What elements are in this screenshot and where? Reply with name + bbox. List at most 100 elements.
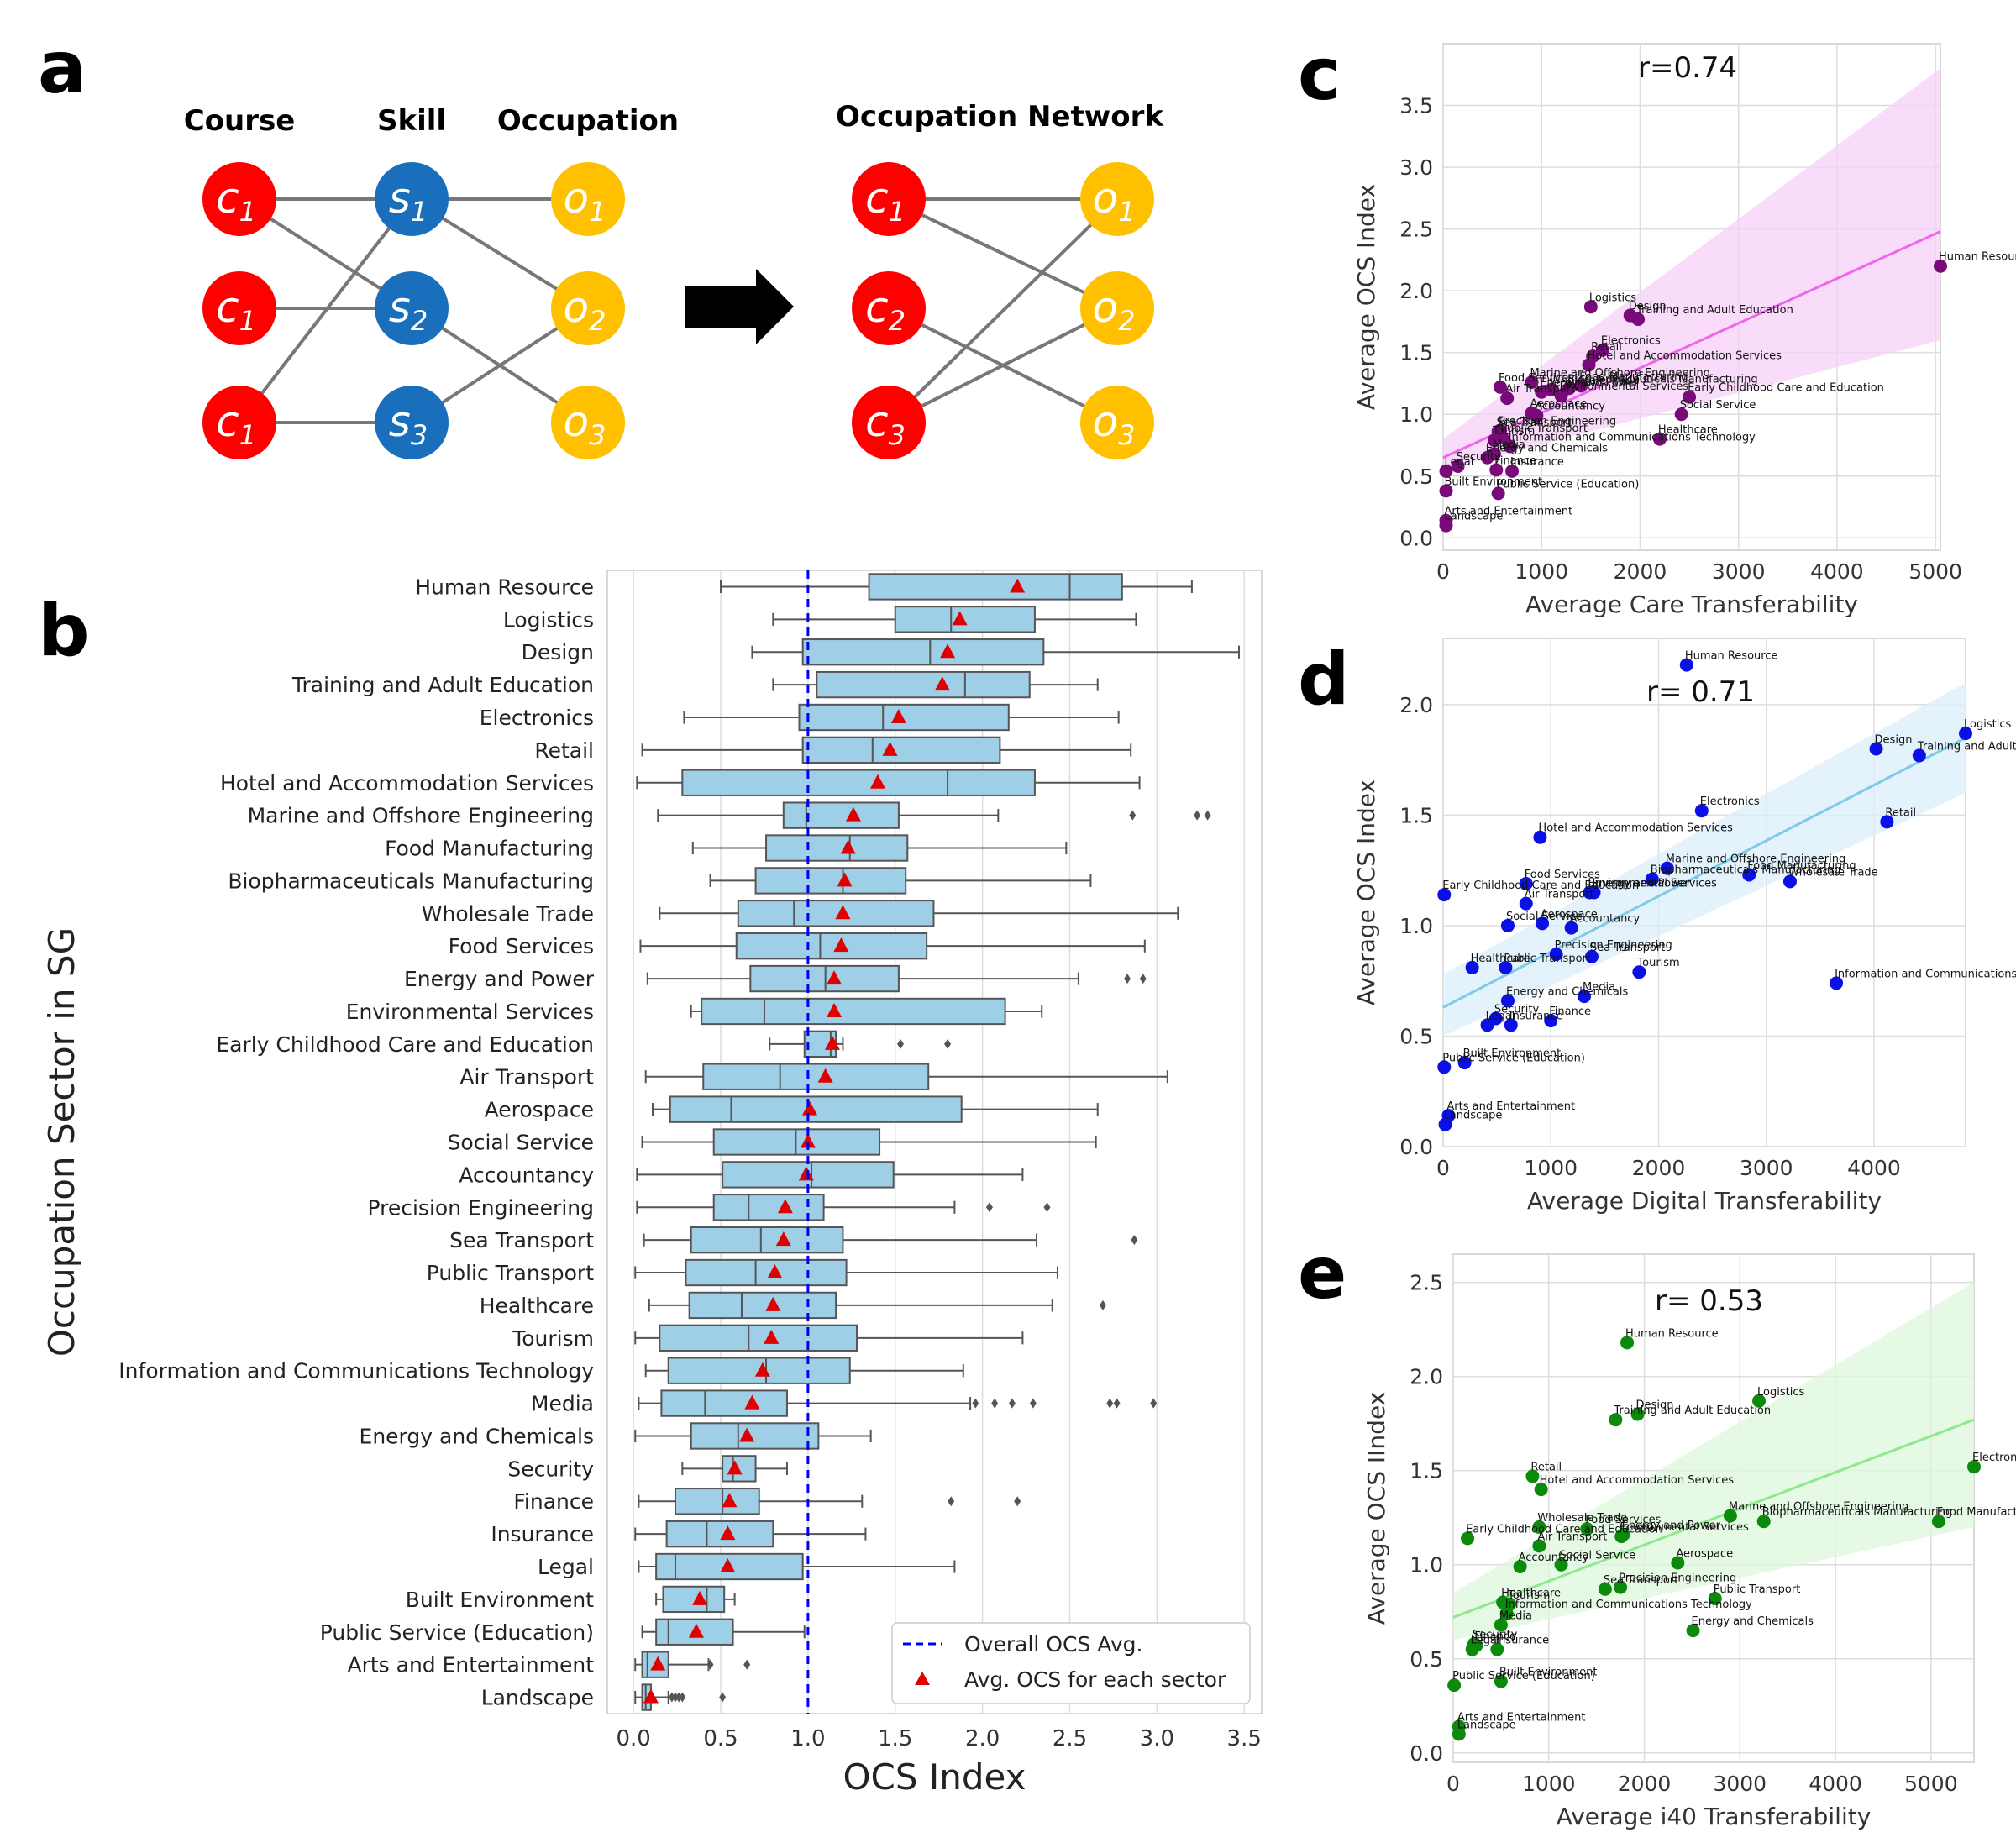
scatter-e-point-label: Precision Engineering <box>1619 1572 1736 1585</box>
scatter-d-point-label: Precision Engineering <box>1555 939 1672 952</box>
scatter-c-point-food-services <box>1493 380 1507 394</box>
scatter-c-confidence-band <box>1443 68 1940 470</box>
scatter-c-point-label: Public Transport <box>1500 423 1588 435</box>
scatter-d-point-label: Food Services <box>1525 869 1600 881</box>
iqr-box <box>690 1226 844 1254</box>
iqr-box <box>690 1422 820 1450</box>
occupation-node-label-1: o1 <box>564 174 606 228</box>
sector-label: Landscape <box>481 1686 594 1710</box>
scatter-d-point-precision-engineering <box>1549 948 1563 962</box>
scatter-e-point-early-childhood-care-and-education <box>1461 1531 1475 1546</box>
scatter-e-point-label: Public Service (Education) <box>1452 1670 1595 1683</box>
skill-node-2 <box>375 271 449 345</box>
scatter-e-point-label: Media <box>1499 1609 1532 1622</box>
scatter-c-point-training-and-adult-education <box>1631 312 1646 326</box>
outlier-point <box>719 1692 727 1703</box>
sector-label: Early Childhood Care and Education <box>216 1032 594 1057</box>
iqr-box <box>798 703 1010 732</box>
header-occupation-network: Occupation Network <box>836 100 1164 134</box>
scatter-d-point-tourism <box>1632 965 1646 979</box>
scatter-d-point-label: Air Transport <box>1525 889 1594 901</box>
scatter-e-x-tick-label: 5000 <box>1904 1772 1958 1796</box>
boxplot-row-food-services: Food Services <box>449 932 1146 960</box>
scatter-e-confidence-band <box>1453 1282 1974 1641</box>
boxplot-x-tick-label: 1.5 <box>878 1726 912 1751</box>
mean-marker <box>800 1133 816 1148</box>
boxplot-x-tick-label: 1.0 <box>790 1726 825 1751</box>
boxplot-x-axis-label: OCS Index <box>843 1756 1026 1798</box>
sector-label: Training and Adult Education <box>291 673 594 697</box>
scatter-c-x-tick-label: 3000 <box>1712 559 1766 584</box>
scatter-d-y-axis-label: Average OCS Index <box>1352 780 1380 1005</box>
network-occupation-node-2 <box>1080 271 1154 345</box>
occupation-node-3 <box>551 386 625 459</box>
scatter-e-point-hotel-and-accommodation-services <box>1534 1483 1548 1497</box>
scatter-c-y-tick-label: 1.0 <box>1399 402 1433 427</box>
scatter-d-point-food-manufacturing <box>1742 868 1756 882</box>
network-occupation-node-3 <box>1080 386 1154 459</box>
iqr-box <box>688 1291 837 1320</box>
scatter-d-point-label: Healthcare <box>1471 953 1530 965</box>
scatter-d-point-label: Hotel and Accommodation Services <box>1538 822 1733 835</box>
scatter-c-point-accountancy <box>1530 408 1544 423</box>
network-course-node-label-3: c3 <box>865 397 906 451</box>
scatter-e-y-tick-label: 0.5 <box>1410 1647 1443 1672</box>
scatter-d-point-retail <box>1880 815 1894 829</box>
iqr-box <box>801 638 1045 666</box>
scatter-e-point-public-transport <box>1708 1592 1722 1606</box>
scatter-d-x-tick-label: 1000 <box>1524 1156 1578 1180</box>
scatter-c-point-built-environment <box>1439 484 1453 498</box>
scatter-e-point-label: Hotel and Accommodation Services <box>1540 1474 1735 1487</box>
iqr-box <box>737 900 935 927</box>
outlier-point <box>1029 1398 1037 1409</box>
mean-marker <box>837 872 853 887</box>
scatter-e-point-label: Healthcare <box>1501 1588 1561 1600</box>
boxplot-x-tick-label: 0.5 <box>703 1726 738 1751</box>
scatter-d-point-label: Tourism <box>1636 957 1679 969</box>
legend-sector-avg: Avg. OCS for each sector <box>964 1667 1226 1692</box>
scatter-e-point-label: Wholesale Trade <box>1537 1512 1627 1525</box>
scatter-e-point-label: Air Transport <box>1537 1530 1607 1543</box>
iqr-box <box>665 1520 774 1548</box>
outlier-point <box>1043 1202 1051 1213</box>
scatter-e-point-label: Landscape <box>1457 1719 1516 1731</box>
outlier-point <box>1129 810 1137 821</box>
scatter-c-point-label: Media <box>1493 438 1525 451</box>
scatter-d-point-public-service-education <box>1437 1060 1452 1074</box>
scatter-c-y-tick-label: 0.5 <box>1399 465 1433 489</box>
sector-label: Aerospace <box>485 1098 594 1122</box>
scatter-d-y-tick-label: 2.0 <box>1399 693 1433 717</box>
scatter-c-point-label: Electronics <box>1601 335 1661 348</box>
scatter-d-point-built-environment <box>1457 1056 1472 1070</box>
boxplot-legend: Overall OCS Avg. Avg. OCS for each sector <box>891 1622 1251 1704</box>
sector-label: Biopharmaceuticals Manufacturing <box>228 869 594 893</box>
scatter-e-y-tick-label: 1.0 <box>1410 1553 1443 1578</box>
scatter-e-point-public-service-education <box>1447 1678 1462 1693</box>
scatter-c-point-food-manufacturing <box>1574 379 1588 393</box>
scatter-e-point-social-service <box>1554 1557 1568 1572</box>
iqr-box <box>712 1128 881 1156</box>
scatter-c-point-electronics <box>1595 343 1609 357</box>
scatter-c-point-label: Legal <box>1445 456 1474 469</box>
panel-label-a: a <box>38 26 87 110</box>
edge-c3-o2 <box>888 307 1118 424</box>
scatter-e-point-label: Food Manufacturing <box>1937 1506 2016 1519</box>
mean-marker <box>827 1002 843 1017</box>
scatter-d-point-label: Biopharmaceuticals Manufacturing <box>1651 864 1841 877</box>
outlier-point <box>675 1692 683 1703</box>
scatter-d-point-label: Early Childhood Care and Education <box>1442 879 1639 892</box>
panel-label-c: c <box>1298 33 1341 117</box>
iqr-box <box>660 1389 788 1417</box>
mean-marker <box>845 806 861 822</box>
scatter-d-x-tick-label: 2000 <box>1632 1156 1686 1180</box>
scatter-e-point-label: Legal <box>1471 1635 1500 1647</box>
outlier-point <box>985 1202 993 1213</box>
scatter-e-point-food-manufacturing <box>1931 1515 1945 1529</box>
scatter-c-point-marine-and-offshore-engineering <box>1525 375 1539 389</box>
mean-marker <box>767 1264 783 1279</box>
scatter-c-point-energy-and-chemicals <box>1480 450 1494 465</box>
boxplot-row-electronics: Electronics <box>480 703 1120 732</box>
mean-marker <box>777 1199 793 1214</box>
scatter-c-point-human-resource <box>1934 259 1947 273</box>
sector-label: Media <box>531 1392 594 1416</box>
